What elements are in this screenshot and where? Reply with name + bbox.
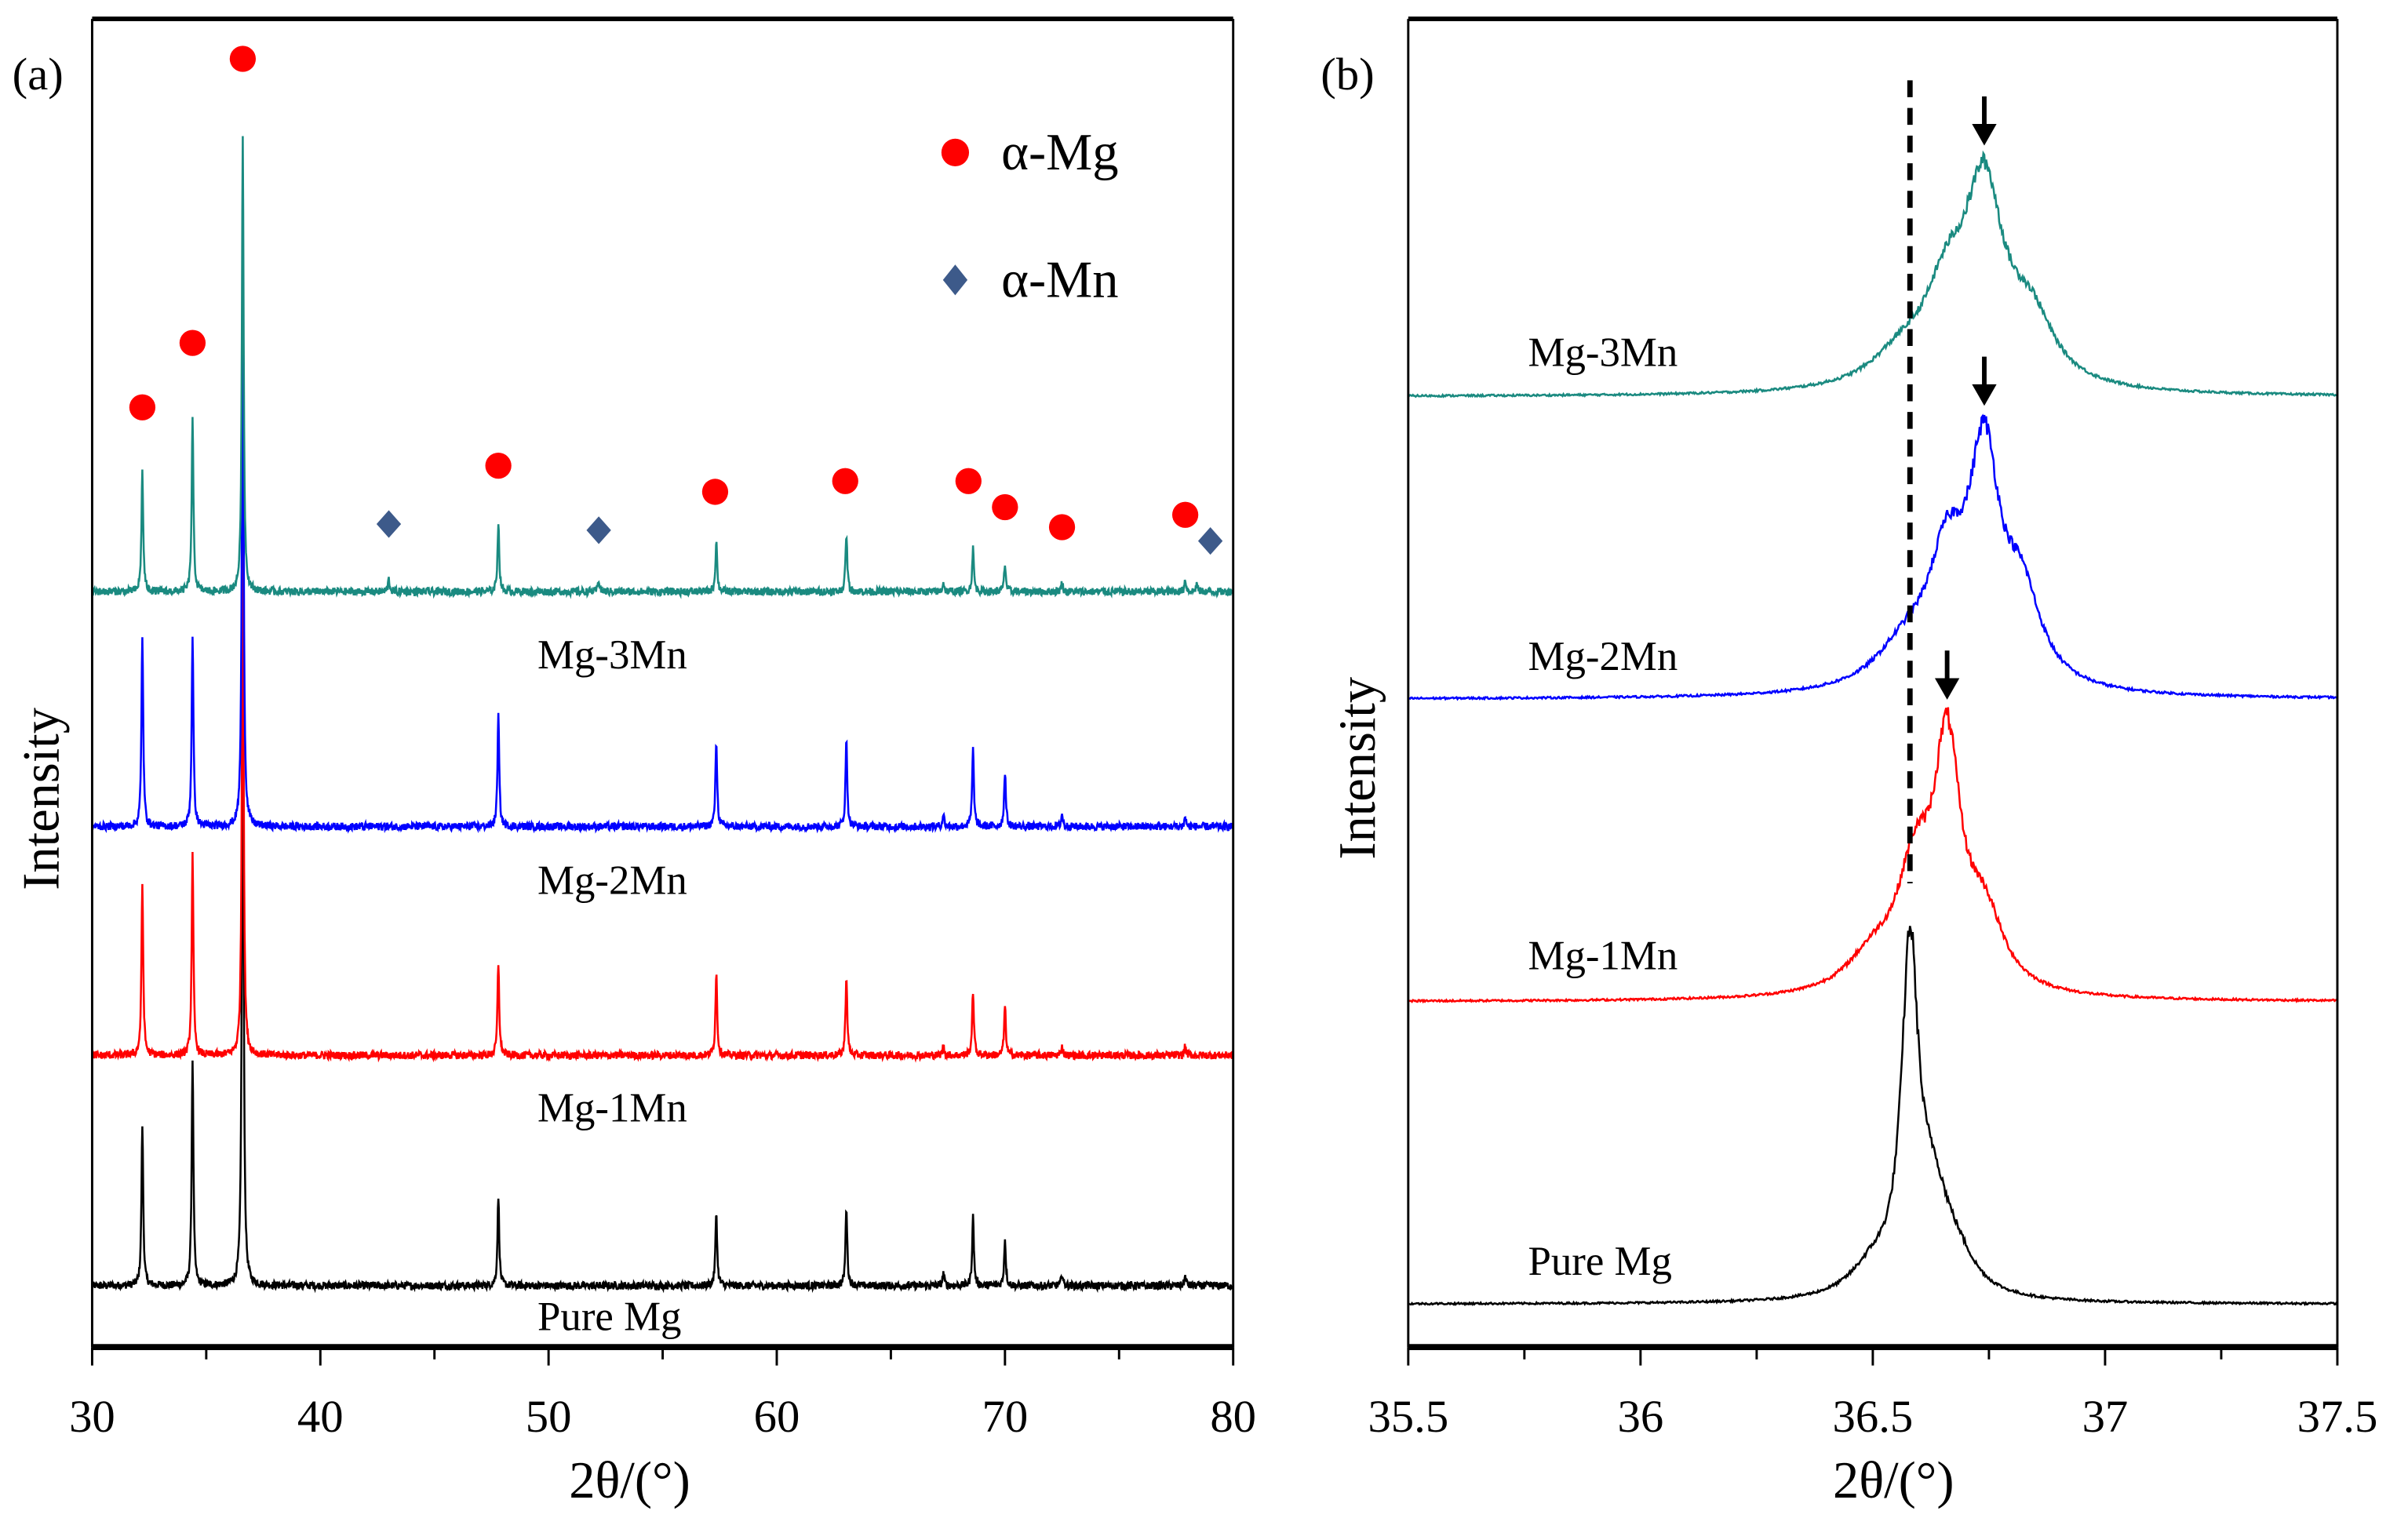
series-label-b-mg-1mn: Mg-1Mn bbox=[1528, 934, 1678, 979]
x-tick-label: 60 bbox=[754, 1391, 800, 1442]
series-label-pure-mg: Pure Mg bbox=[537, 1294, 681, 1340]
x-axis-title-a: 2θ/(°) bbox=[569, 1452, 690, 1509]
series-line-mg-3mn bbox=[1407, 150, 2338, 399]
series-label-mg-1mn: Mg-1Mn bbox=[537, 1085, 687, 1130]
legend-alpha-mg-label: α-Mg bbox=[1001, 124, 1118, 181]
y-axis-title-a: Intensity bbox=[13, 708, 70, 890]
series-line-mg-2mn bbox=[91, 271, 1234, 834]
series-line-pure-mg bbox=[1407, 926, 2338, 1307]
panel-b-label: (b) bbox=[1321, 49, 1374, 100]
series-line-mg-3mn bbox=[91, 136, 1234, 599]
legend: α-Mg α-Mn bbox=[941, 124, 1119, 308]
alpha-mg-marker bbox=[832, 468, 858, 494]
alpha-mg-marker bbox=[955, 468, 982, 494]
series-line-mg-2mn bbox=[1408, 413, 2338, 701]
x-tick-label: 80 bbox=[1210, 1391, 1256, 1442]
x-tick-label: 37.5 bbox=[2297, 1391, 2378, 1442]
legend-alpha-mg-marker bbox=[941, 138, 970, 166]
series-label-b-mg-2mn: Mg-2Mn bbox=[1528, 634, 1678, 679]
x-axis-title-b: 2θ/(°) bbox=[1833, 1452, 1954, 1509]
x-tick-label: 35.5 bbox=[1368, 1391, 1448, 1442]
peak-shift-arrow-icon bbox=[1934, 678, 1960, 700]
x-tick-label: 40 bbox=[297, 1391, 344, 1442]
alpha-mg-marker bbox=[179, 329, 206, 356]
alpha-mn-marker bbox=[586, 516, 611, 544]
alpha-mg-marker bbox=[1171, 501, 1199, 528]
series-label-b-mg-3mn: Mg-3Mn bbox=[1528, 329, 1678, 375]
series-line-mg-1mn bbox=[1408, 707, 2338, 1004]
alpha-mn-marker bbox=[376, 510, 402, 538]
series-label-mg-2mn: Mg-2Mn bbox=[537, 858, 687, 904]
x-tick-label: 36 bbox=[1618, 1391, 1664, 1442]
x-tick-label: 70 bbox=[982, 1391, 1028, 1442]
panel-b: (b) Mg-3Mn Mg-2Mn Mg-1Mn Pure Mg 35.5 36 3… bbox=[1321, 16, 2378, 1509]
x-tick-label: 37 bbox=[2082, 1391, 2129, 1442]
alpha-mg-marker bbox=[485, 453, 512, 479]
peak-shift-arrow-icon bbox=[1972, 384, 1997, 406]
alpha-mg-marker bbox=[229, 46, 257, 72]
x-tick-label: 50 bbox=[526, 1391, 572, 1442]
series-label-mg-3mn: Mg-3Mn bbox=[537, 632, 687, 678]
peak-shift-arrow-icon bbox=[1972, 124, 1997, 146]
series-line-mg-1mn bbox=[91, 536, 1234, 1063]
series-label-b-pure-mg: Pure Mg bbox=[1528, 1239, 1671, 1284]
series-line-pure-mg bbox=[91, 639, 1234, 1294]
legend-alpha-mn-label: α-Mn bbox=[1001, 251, 1118, 308]
legend-alpha-mn-marker bbox=[942, 264, 968, 296]
alpha-mg-marker bbox=[129, 394, 156, 420]
alpha-mg-marker bbox=[1048, 514, 1076, 541]
y-axis-title-b: Intensity bbox=[1329, 677, 1386, 860]
panel-a-label: (a) bbox=[13, 49, 64, 100]
alpha-mg-marker bbox=[701, 479, 729, 505]
alpha-mn-marker bbox=[1197, 526, 1223, 555]
x-tick-label: 36.5 bbox=[1833, 1391, 1914, 1442]
panel-a: (a) α-Mg α-Mn Mg-3Mn Mg-2Mn Mg-1Mn Pure … bbox=[13, 16, 1256, 1509]
x-tick-label: 30 bbox=[69, 1391, 115, 1442]
alpha-mg-marker bbox=[992, 493, 1018, 521]
